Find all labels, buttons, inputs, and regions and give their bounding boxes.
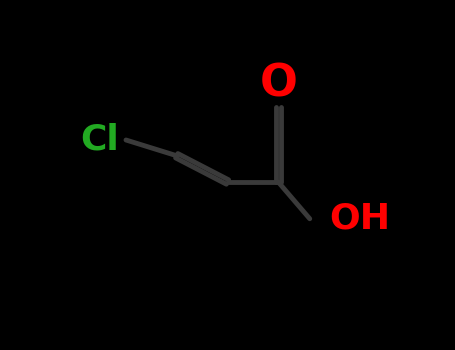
Text: OH: OH xyxy=(329,202,390,236)
Text: O: O xyxy=(259,63,297,105)
Text: Cl: Cl xyxy=(80,123,119,157)
